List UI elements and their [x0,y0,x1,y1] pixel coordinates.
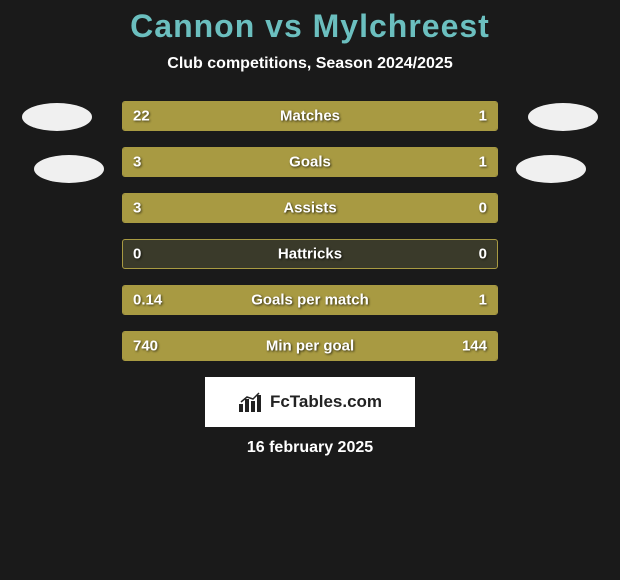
brand-text: FcTables.com [270,392,382,412]
chart-icon [238,392,264,412]
stat-label: Min per goal [123,338,497,355]
stat-label: Hattricks [123,246,497,263]
brand-logo[interactable]: FcTables.com [205,377,415,427]
stat-row: Goals per match0.14 1 [122,285,498,315]
player-left-avatar-2 [34,155,104,183]
stat-row: Matches22 1 [122,101,498,131]
stat-label: Goals [123,154,497,171]
stat-value-right: 1 [479,108,487,125]
stat-row: Assists3 0 [122,193,498,223]
stat-label: Assists [123,200,497,217]
stat-value-right: 144 [462,338,487,355]
player-right-avatar-1 [528,103,598,131]
page-title: Cannon vs Mylchreest [0,8,620,45]
stat-value-right: 0 [479,200,487,217]
stats-area: Matches221Goals31Assists30Hattricks00Goa… [0,101,620,361]
stat-row: Min per goal740 144 [122,331,498,361]
stat-value-left: 0.14 [133,292,162,309]
comparison-card: Cannon vs Mylchreest Club competitions, … [0,0,620,457]
player-right-avatar-2 [516,155,586,183]
stat-value-right: 0 [479,246,487,263]
stat-label: Goals per match [123,292,497,309]
stat-value-left: 0 [133,246,141,263]
stat-value-left: 3 [133,154,141,171]
subtitle: Club competitions, Season 2024/2025 [0,55,620,73]
stat-row: Goals3 1 [122,147,498,177]
stat-value-left: 22 [133,108,150,125]
date-line: 16 february 2025 [0,439,620,457]
stat-value-left: 740 [133,338,158,355]
stat-value-right: 1 [479,154,487,171]
stat-value-left: 3 [133,200,141,217]
player-left-avatar-1 [22,103,92,131]
stat-value-right: 1 [479,292,487,309]
stat-row: Hattricks0 0 [122,239,498,269]
stat-label: Matches [123,108,497,125]
